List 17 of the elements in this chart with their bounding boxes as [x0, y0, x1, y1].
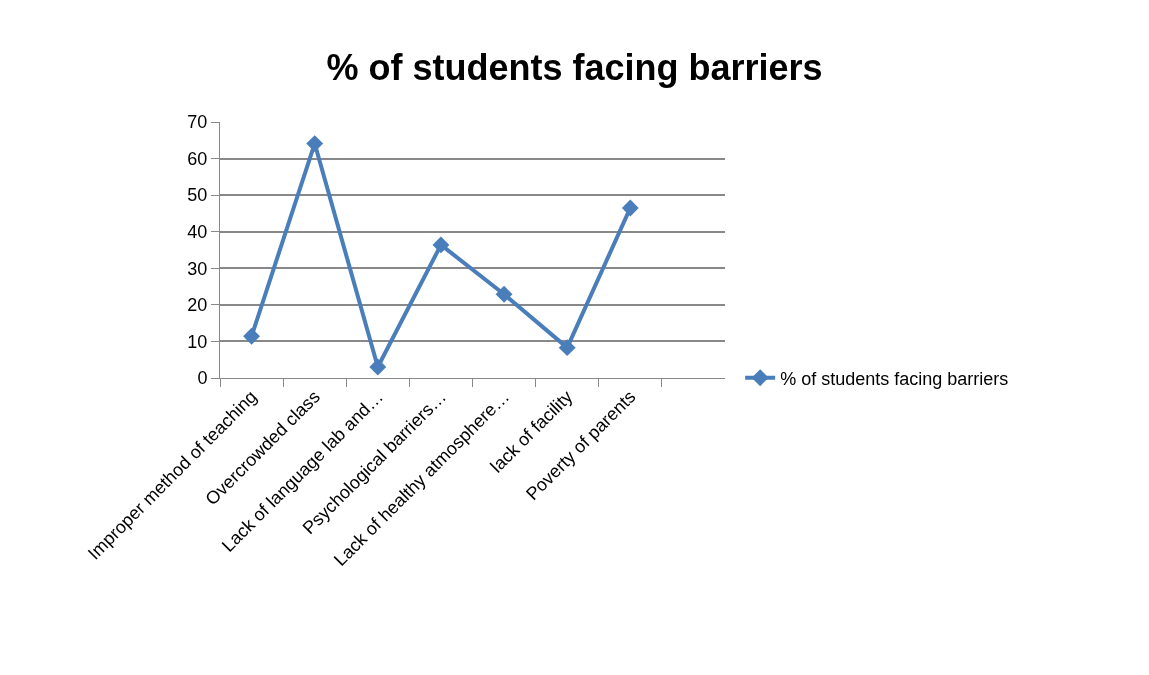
point: [621, 199, 639, 217]
point: [369, 358, 387, 376]
y-tick-label: 60: [187, 148, 208, 169]
legend-label: % of students facing barriers: [780, 368, 1009, 389]
y-tick-label: 50: [187, 185, 208, 206]
y-tick-label: 20: [187, 295, 208, 316]
point: [432, 236, 450, 254]
point: [243, 327, 261, 345]
y-tick-label: 30: [187, 258, 208, 279]
chart-title: % of students facing barriers: [326, 47, 823, 89]
point: [558, 339, 576, 357]
point: [495, 285, 513, 303]
y-tick-label: 0: [197, 368, 208, 389]
point: [306, 135, 324, 153]
y-tick-label: 10: [187, 331, 208, 352]
y-tick-label: 40: [187, 222, 208, 243]
y-tick-label: 70: [187, 112, 208, 133]
